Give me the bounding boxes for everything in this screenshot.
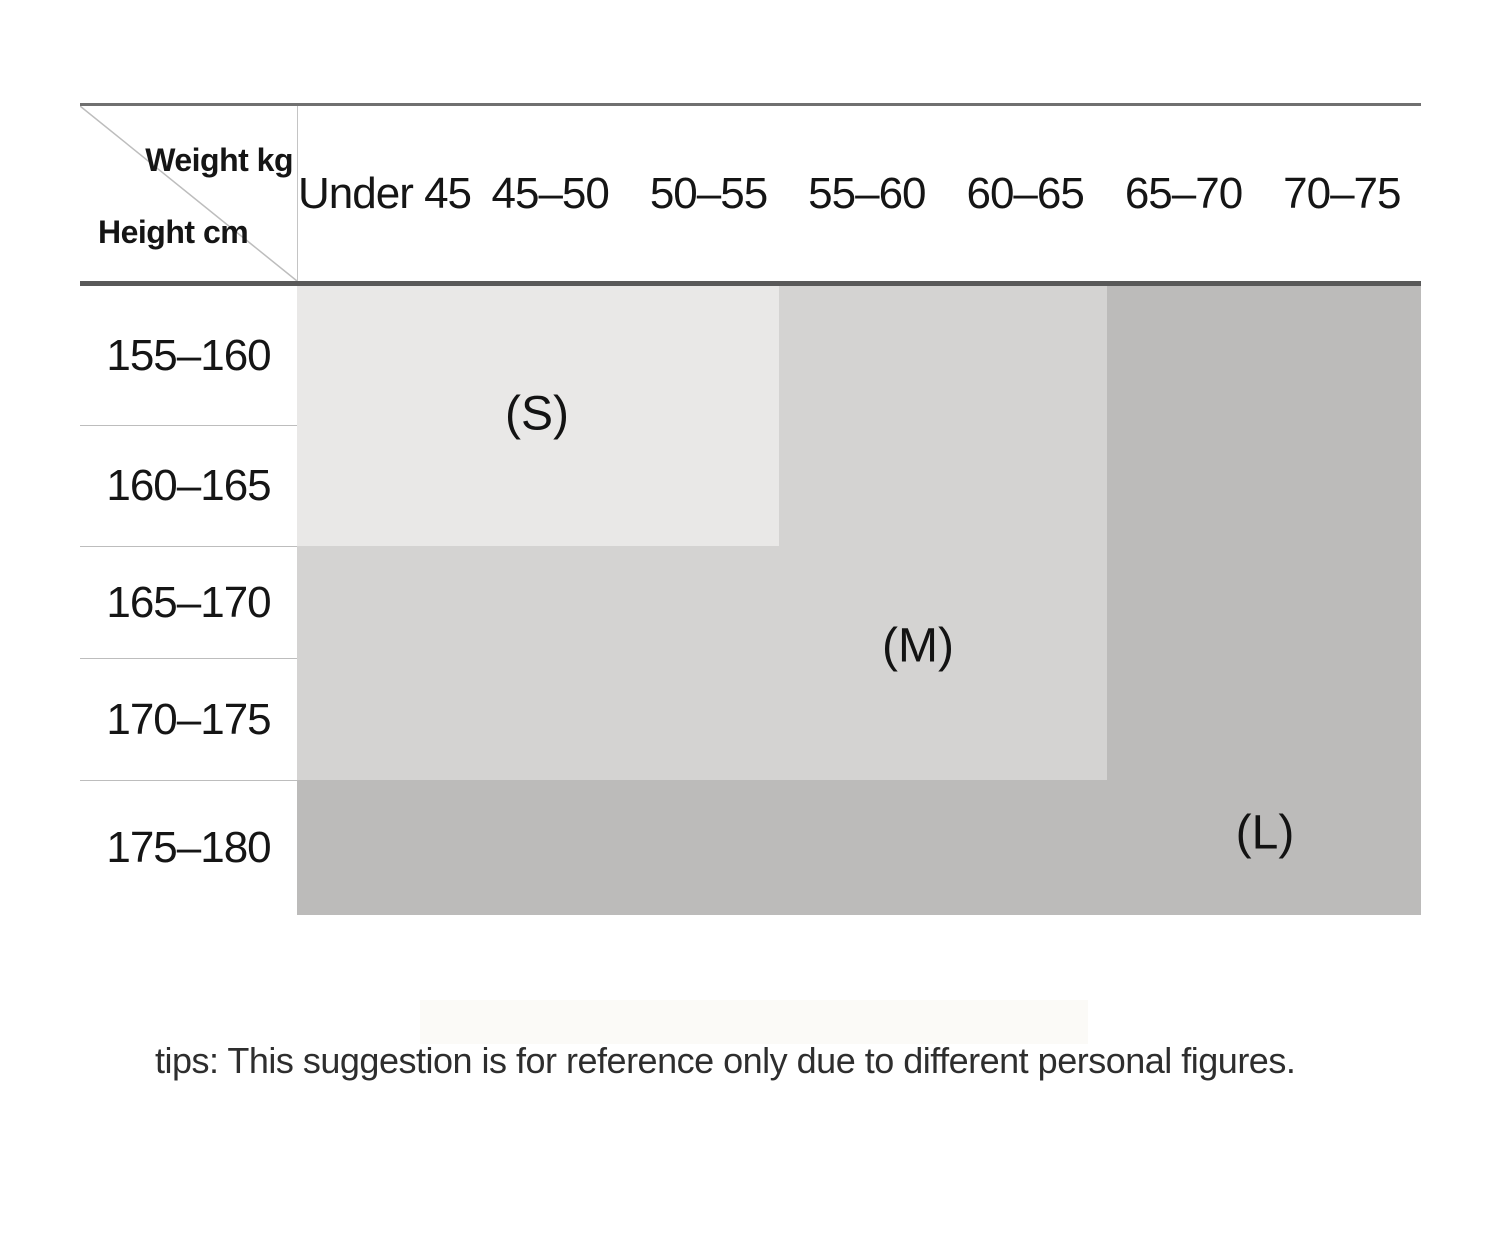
corner-cell: Weight kg Height cm bbox=[80, 106, 297, 281]
size-region-s bbox=[297, 286, 779, 546]
size-chart-table: Weight kg Height cm Under 45 45–50 50–55… bbox=[80, 103, 1421, 915]
weight-column-headers: Under 45 45–50 50–55 55–60 60–65 65–70 7… bbox=[298, 106, 1421, 281]
table-body: (S) (M) (L) 155–160 160–165 165–170 170–… bbox=[80, 286, 1421, 915]
weight-column-header: Under 45 bbox=[298, 168, 472, 218]
weight-column-header: 45–50 bbox=[491, 168, 610, 218]
diagonal-divider-line bbox=[80, 106, 297, 281]
size-label-m: (M) bbox=[882, 619, 954, 673]
header-bottom-border bbox=[80, 281, 1421, 286]
weight-header-row: Weight kg Height cm Under 45 45–50 50–55… bbox=[80, 106, 1421, 281]
height-row-label: 170–175 bbox=[106, 694, 271, 744]
row-separator bbox=[80, 425, 297, 426]
row-separator bbox=[80, 658, 297, 659]
row-separator bbox=[80, 546, 297, 547]
tips-note: tips: This suggestion is for reference o… bbox=[155, 1040, 1296, 1081]
height-axis-label: Height cm bbox=[98, 214, 249, 250]
height-row-label: 160–165 bbox=[106, 461, 271, 510]
weight-axis-label: Weight kg bbox=[145, 142, 293, 178]
faint-watermark-band bbox=[420, 1000, 1088, 1044]
table-top-border bbox=[80, 103, 1421, 106]
size-label-s: (S) bbox=[505, 387, 569, 441]
weight-column-header: 50–55 bbox=[649, 168, 768, 218]
height-row-labels: 155–160 160–165 165–170 170–175 175–180 bbox=[80, 286, 297, 915]
weight-column-header: 65–70 bbox=[1124, 168, 1243, 218]
size-label-l: (L) bbox=[1235, 806, 1295, 860]
weight-column-header: 55–60 bbox=[808, 168, 926, 218]
height-row-label: 155–160 bbox=[106, 330, 271, 380]
weight-column-header: 60–65 bbox=[966, 168, 1084, 218]
height-row-label: 165–170 bbox=[106, 577, 271, 627]
corner-vertical-divider bbox=[297, 106, 298, 281]
row-separator bbox=[80, 780, 297, 781]
weight-column-header: 70–75 bbox=[1283, 168, 1401, 218]
height-row-label: 175–180 bbox=[106, 823, 271, 872]
